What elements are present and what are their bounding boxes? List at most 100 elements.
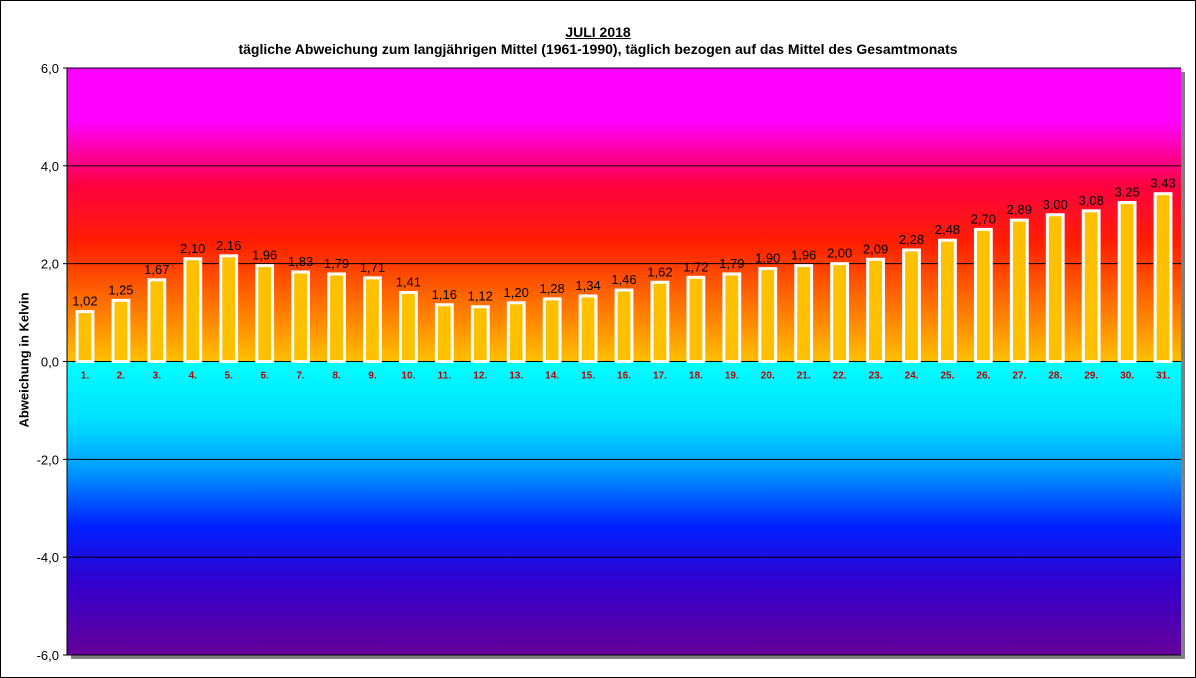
bar-day-7 xyxy=(291,270,310,364)
bar-day-6 xyxy=(255,264,275,363)
bar-day-24 xyxy=(902,248,921,363)
x-tick-label: 17. xyxy=(653,371,667,382)
y-tick-label: 6,0 xyxy=(41,61,59,76)
bar-day-11 xyxy=(434,303,454,363)
x-tick-label: 30. xyxy=(1120,371,1134,382)
bar-day-15 xyxy=(578,294,598,363)
bar-day-31 xyxy=(1153,192,1173,363)
y-tick-label: 4,0 xyxy=(41,159,59,174)
data-label: 1,46 xyxy=(611,272,636,287)
bar-day-1 xyxy=(75,310,95,364)
x-tick-label: 3. xyxy=(153,371,162,382)
x-tick-label: 19. xyxy=(725,371,739,382)
bar-day-5 xyxy=(219,254,239,363)
x-tick-label: 14. xyxy=(545,371,559,382)
x-tick-label: 5. xyxy=(225,371,234,382)
x-tick-label: 12. xyxy=(473,371,487,382)
data-label: 2,09 xyxy=(863,241,888,256)
bar-day-19 xyxy=(722,272,742,364)
bar-day-17 xyxy=(650,280,670,364)
data-label: 1,28 xyxy=(539,281,564,296)
x-tick-label: 2. xyxy=(117,371,126,382)
bar-day-29 xyxy=(1081,209,1101,363)
data-label: 2,48 xyxy=(935,222,960,237)
bar-day-13 xyxy=(506,301,526,363)
y-tick-label: 2,0 xyxy=(41,257,59,272)
bar-day-16 xyxy=(614,288,634,363)
x-tick-label: 11. xyxy=(438,371,452,382)
data-label: 1,02 xyxy=(72,294,97,309)
data-label: 2,28 xyxy=(899,232,924,247)
plot-shadow-bottom xyxy=(71,655,1185,659)
x-tick-label: 21. xyxy=(797,371,811,382)
bar-day-12 xyxy=(470,305,490,364)
bar-day-26 xyxy=(973,227,993,363)
data-label: 1,79 xyxy=(719,256,744,271)
data-label: 1,20 xyxy=(504,285,529,300)
data-label: 2,16 xyxy=(216,238,241,253)
x-tick-label: 26. xyxy=(976,371,990,382)
x-tick-label: 15. xyxy=(581,371,595,382)
x-tick-label: 8. xyxy=(332,371,341,382)
x-tick-label: 27. xyxy=(1012,371,1026,382)
data-label: 3,25 xyxy=(1114,185,1139,200)
x-tick-label: 6. xyxy=(260,371,269,382)
chart-subtitle: tägliche Abweichung zum langjährigen Mit… xyxy=(238,41,958,57)
bar-day-4 xyxy=(183,257,203,363)
x-tick-label: 24. xyxy=(905,371,919,382)
bar-day-25 xyxy=(938,238,957,363)
bar-day-21 xyxy=(794,264,814,363)
bar-day-23 xyxy=(866,257,885,363)
y-tick-label: -6,0 xyxy=(37,648,59,663)
data-label: 1,90 xyxy=(755,251,780,266)
x-tick-label: 1. xyxy=(81,371,90,382)
bar-day-22 xyxy=(830,262,850,363)
data-label: 1,67 xyxy=(144,262,169,277)
data-label: 1,25 xyxy=(108,282,133,297)
data-label: 1,96 xyxy=(252,248,277,263)
plot-shadow-right xyxy=(1181,72,1185,659)
x-tick-label: 7. xyxy=(296,371,305,382)
data-label: 2,00 xyxy=(827,246,852,261)
bar-day-18 xyxy=(686,275,706,364)
x-tick-label: 22. xyxy=(833,371,847,382)
bar-day-10 xyxy=(398,291,418,363)
x-tick-label: 29. xyxy=(1084,371,1098,382)
data-label: 1,62 xyxy=(647,264,672,279)
data-label: 3,00 xyxy=(1043,197,1068,212)
data-label: 1,72 xyxy=(683,259,708,274)
data-label: 1,16 xyxy=(432,287,457,302)
y-tick-label: -4,0 xyxy=(37,550,59,565)
data-label: 2,89 xyxy=(1007,202,1032,217)
bar-day-8 xyxy=(327,272,346,364)
data-label: 3,43 xyxy=(1150,176,1175,191)
data-label: 1,83 xyxy=(288,254,313,269)
x-tick-label: 10. xyxy=(401,371,415,382)
data-label: 1,12 xyxy=(468,289,493,304)
y-tick-label: 0,0 xyxy=(41,355,59,370)
bar-day-3 xyxy=(147,278,167,364)
x-tick-label: 13. xyxy=(509,371,523,382)
data-label: 1,71 xyxy=(360,260,385,275)
x-tick-label: 25. xyxy=(940,371,954,382)
x-tick-label: 9. xyxy=(368,371,377,382)
chart-title: JULI 2018 xyxy=(565,24,631,40)
x-tick-label: 4. xyxy=(189,371,198,382)
x-tick-label: 18. xyxy=(689,371,703,382)
data-label: 2,70 xyxy=(971,211,996,226)
data-label: 1,41 xyxy=(396,275,421,290)
y-tick-label: -2,0 xyxy=(37,452,59,467)
data-label: 3,08 xyxy=(1079,193,1104,208)
x-tick-label: 31. xyxy=(1156,371,1170,382)
x-tick-label: 28. xyxy=(1048,371,1062,382)
data-label: 1,96 xyxy=(791,248,816,263)
bar-day-14 xyxy=(542,297,562,363)
x-tick-label: 23. xyxy=(869,371,883,382)
bar-day-9 xyxy=(363,276,382,364)
data-label: 1,34 xyxy=(575,278,600,293)
bar-day-20 xyxy=(758,267,778,363)
bar-day-30 xyxy=(1117,201,1137,363)
bar-day-28 xyxy=(1045,213,1065,363)
bar-day-2 xyxy=(111,298,131,363)
